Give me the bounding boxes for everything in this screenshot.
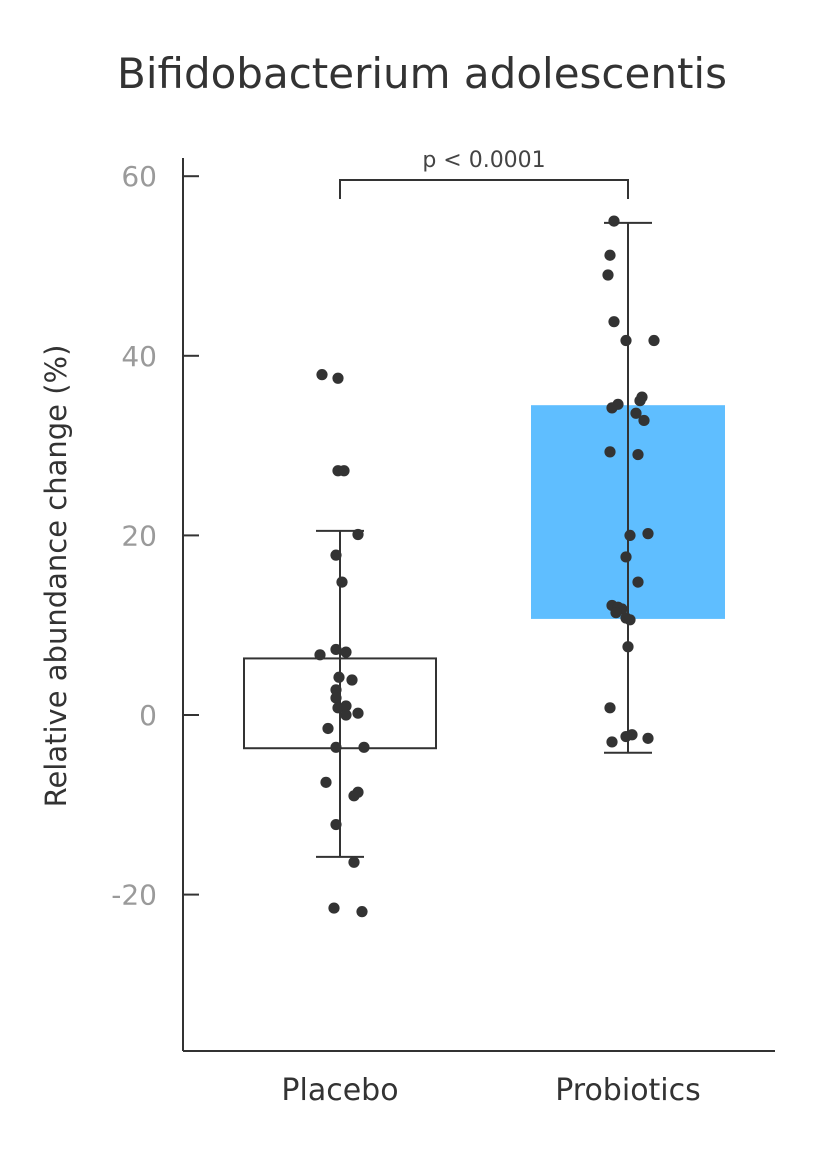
- data-point: [604, 702, 616, 714]
- data-point: [336, 576, 348, 588]
- data-point: [330, 549, 342, 561]
- data-point: [338, 465, 350, 477]
- bracket-line: [339, 179, 629, 199]
- data-point: [622, 641, 634, 653]
- data-point: [330, 741, 342, 753]
- data-point: [330, 692, 342, 704]
- data-point: [632, 576, 644, 588]
- data-point: [348, 856, 360, 868]
- y-tick-label: 0: [139, 699, 157, 732]
- data-point: [634, 395, 646, 407]
- data-point: [624, 614, 636, 626]
- data-point: [330, 643, 342, 656]
- data-point: [330, 684, 342, 696]
- data-points: [314, 215, 660, 918]
- data-point: [316, 369, 328, 381]
- data-point: [606, 736, 618, 748]
- data-point: [630, 407, 642, 419]
- data-point: [604, 249, 616, 261]
- data-point: [620, 730, 632, 743]
- y-tick-label: 60: [121, 160, 157, 193]
- data-point: [328, 902, 340, 914]
- box-plots: [243, 221, 725, 858]
- data-point: [604, 446, 616, 458]
- data-point: [333, 671, 345, 683]
- data-point: [608, 215, 620, 227]
- data-point: [352, 528, 364, 541]
- data-point: [346, 674, 358, 686]
- significance-bracket: p < 0.0001: [339, 148, 629, 199]
- data-point: [358, 741, 370, 753]
- p-value-label: p < 0.0001: [422, 148, 545, 173]
- data-point: [608, 316, 620, 328]
- data-point: [620, 551, 632, 563]
- data-point: [340, 646, 352, 658]
- data-point: [352, 707, 364, 719]
- data-point: [602, 269, 614, 281]
- x-axis: Placebo Probiotics: [183, 1050, 775, 1108]
- data-point: [322, 722, 334, 735]
- data-point: [642, 528, 654, 540]
- chart-title: Bifidobacterium adolescentis: [117, 49, 727, 98]
- data-point: [642, 732, 654, 744]
- data-point: [606, 402, 618, 414]
- data-point: [320, 776, 332, 788]
- y-tick-label: 40: [121, 340, 157, 373]
- data-point: [620, 334, 632, 347]
- data-point: [332, 372, 344, 384]
- y-tick-label: 20: [121, 519, 157, 552]
- data-point: [340, 700, 352, 712]
- data-point: [624, 529, 636, 542]
- box-probiotics: [531, 221, 725, 754]
- data-point: [330, 818, 342, 831]
- x-tick-label: Placebo: [281, 1073, 398, 1108]
- data-point: [632, 448, 644, 461]
- y-tick-label: -20: [111, 879, 157, 912]
- data-point: [314, 649, 326, 661]
- data-point: [638, 414, 650, 427]
- data-point: [340, 709, 352, 721]
- y-axis-label: Relative abundance change (%): [39, 345, 73, 808]
- data-point: [356, 906, 368, 918]
- data-point: [648, 334, 660, 347]
- data-point: [610, 607, 622, 619]
- x-tick-label: Probiotics: [555, 1073, 701, 1108]
- data-point: [348, 790, 360, 802]
- y-axis: 60 40 20 0 -20: [111, 158, 199, 1051]
